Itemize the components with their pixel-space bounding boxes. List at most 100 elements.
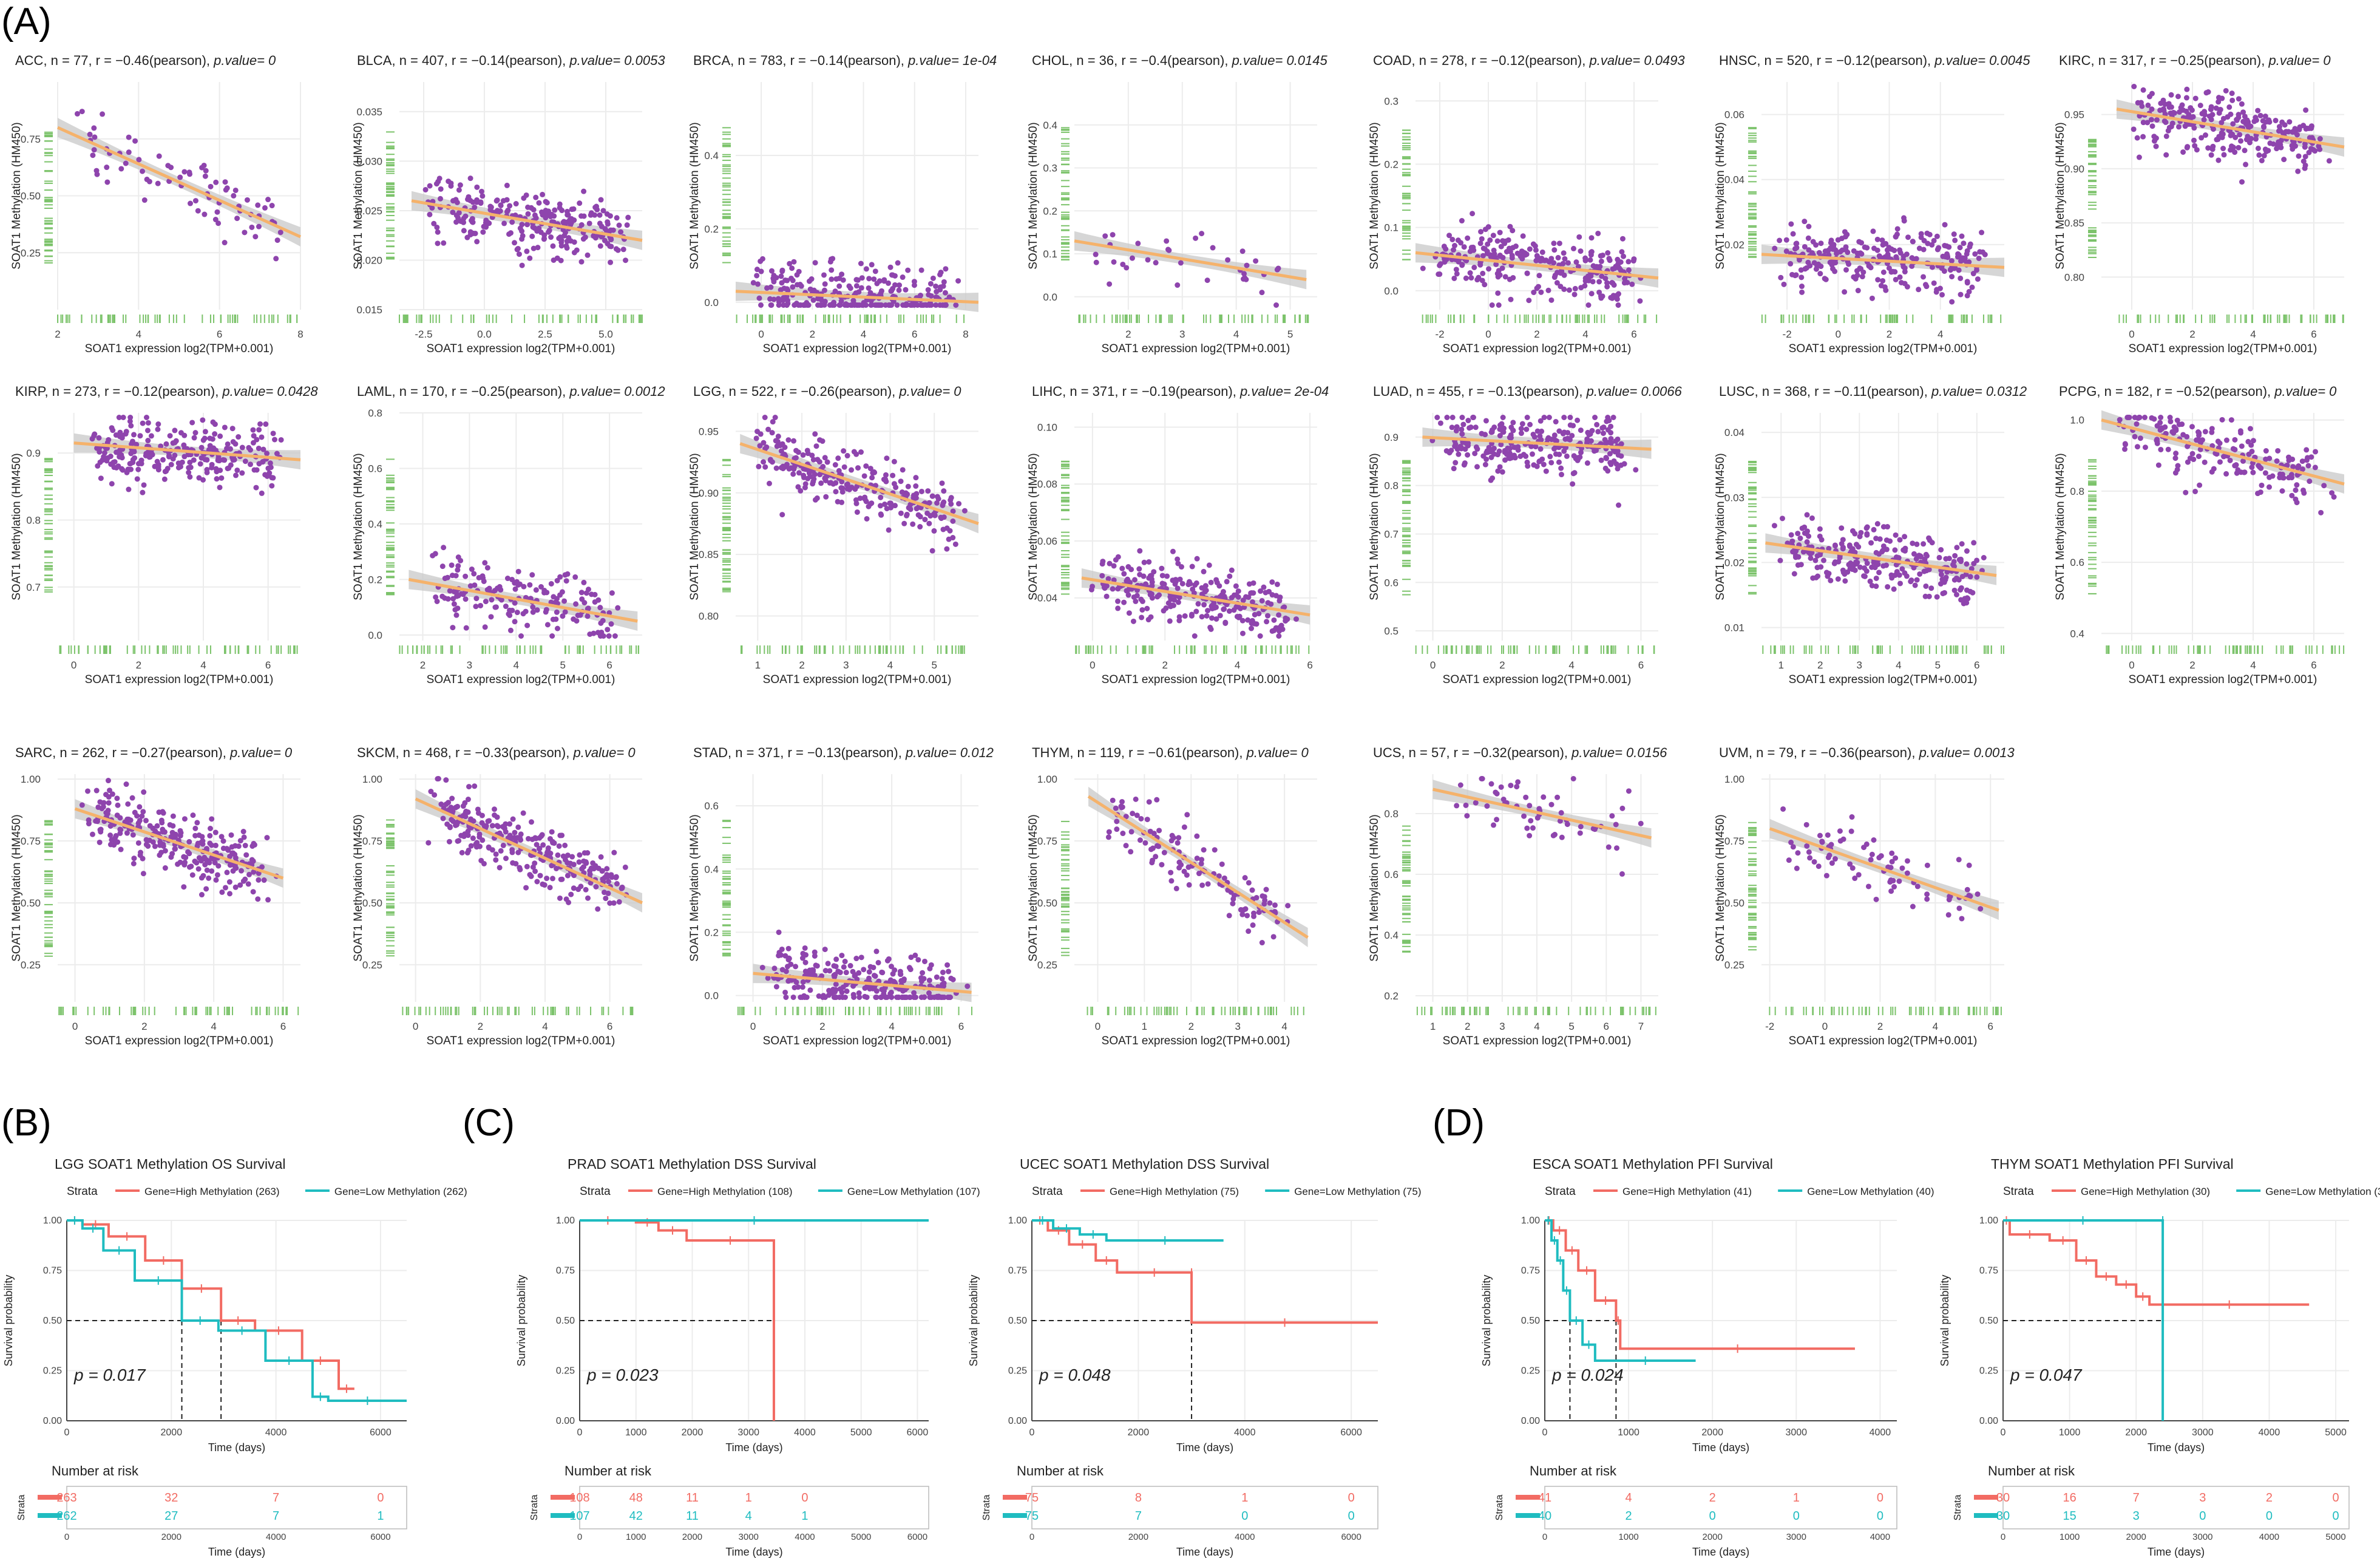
data-point	[504, 576, 510, 582]
data-point	[881, 278, 887, 284]
data-point	[1178, 564, 1184, 570]
data-point	[886, 527, 892, 533]
data-point	[1840, 546, 1846, 552]
y-tick-label: 0.95	[2064, 109, 2084, 121]
data-point	[87, 131, 93, 137]
data-point	[2163, 119, 2169, 125]
data-point	[1520, 233, 1526, 239]
data-point	[778, 273, 784, 279]
data-point	[2239, 101, 2245, 107]
data-point	[1604, 418, 1610, 424]
scatter-title: LUSC, n = 368, r = −0.11(pearson), p.val…	[1719, 384, 2027, 399]
data-point	[1558, 465, 1564, 471]
data-point	[172, 452, 178, 458]
rug-marks	[1061, 460, 1310, 654]
data-point	[942, 290, 948, 296]
data-point	[841, 464, 847, 470]
data-point	[1252, 611, 1258, 617]
data-point	[577, 612, 583, 618]
y-tick-label: 0.8	[26, 514, 41, 526]
data-point	[197, 461, 203, 467]
data-point	[1226, 608, 1232, 614]
data-point	[813, 443, 819, 449]
data-point	[1931, 280, 1937, 286]
data-point	[165, 163, 171, 169]
data-point	[466, 194, 472, 200]
data-point	[1565, 260, 1571, 266]
data-point	[867, 290, 873, 296]
data-point	[1461, 244, 1467, 250]
data-point	[762, 415, 768, 420]
data-point	[561, 598, 568, 604]
data-point	[564, 245, 570, 251]
scatter-title-pvalue: p.value= 0	[229, 745, 293, 760]
data-point	[1151, 569, 1157, 575]
data-point	[1626, 259, 1632, 265]
data-point	[1111, 259, 1117, 265]
data-point	[1477, 240, 1483, 247]
data-point	[614, 215, 620, 221]
data-point	[74, 111, 80, 117]
data-point	[1128, 566, 1134, 573]
data-point	[127, 460, 134, 466]
data-point	[2176, 124, 2182, 130]
data-point	[2172, 455, 2178, 461]
scatter-title-pvalue: p.value= 0.0053	[569, 53, 665, 68]
data-point	[583, 590, 589, 596]
data-point	[497, 583, 503, 590]
data-point	[563, 219, 569, 225]
y-tick-label: 0.80	[699, 610, 719, 622]
data-point	[624, 222, 630, 228]
data-point	[2237, 132, 2243, 138]
data-point	[1449, 415, 1456, 420]
scatter-title-pvalue: p.value= 0.0493	[1588, 53, 1685, 68]
data-point	[2280, 475, 2286, 481]
data-point	[608, 259, 614, 265]
data-point	[925, 287, 931, 293]
data-point	[1259, 290, 1265, 296]
data-point	[2169, 120, 2175, 126]
data-point	[1474, 464, 1480, 470]
regression-line	[2116, 107, 2345, 149]
data-point	[1139, 607, 1145, 613]
data-point	[92, 134, 98, 140]
data-point	[1527, 421, 1533, 427]
data-point	[2151, 138, 2157, 144]
data-point	[1964, 248, 1970, 254]
data-point	[756, 463, 762, 469]
data-point	[1454, 424, 1460, 430]
data-point	[1141, 559, 1147, 565]
data-point	[1470, 244, 1476, 250]
data-point	[1167, 618, 1173, 624]
data-point	[2209, 429, 2215, 435]
scatter-plot: CHOL, n = 36, r = −0.4(pearson), p.value…	[1027, 53, 1328, 355]
data-point	[2229, 97, 2236, 103]
data-point	[1842, 229, 1848, 235]
scatter-title: KIRC, n = 317, r = −0.25(pearson), p.val…	[2059, 53, 2331, 68]
data-point	[1588, 438, 1594, 444]
data-point	[1981, 554, 1987, 560]
data-point	[1473, 424, 1479, 430]
data-point	[489, 597, 495, 603]
data-point	[267, 460, 273, 466]
data-point	[519, 236, 525, 242]
data-point	[464, 234, 470, 240]
data-point	[625, 214, 631, 220]
data-point	[277, 230, 283, 236]
data-point	[1135, 240, 1141, 247]
data-point	[835, 498, 841, 505]
x-tick-label: 2	[1125, 328, 1131, 340]
data-point	[2169, 429, 2175, 435]
data-point	[2241, 469, 2247, 475]
data-point	[274, 237, 280, 243]
rug-marks	[2088, 138, 2344, 323]
data-point	[1161, 608, 1167, 614]
data-point	[769, 459, 775, 465]
data-point	[1451, 247, 1457, 253]
data-point	[766, 480, 772, 486]
data-point	[2210, 143, 2216, 149]
data-point	[148, 433, 154, 439]
data-point	[1921, 247, 1927, 253]
data-point	[1224, 579, 1230, 585]
data-point	[2137, 415, 2143, 420]
